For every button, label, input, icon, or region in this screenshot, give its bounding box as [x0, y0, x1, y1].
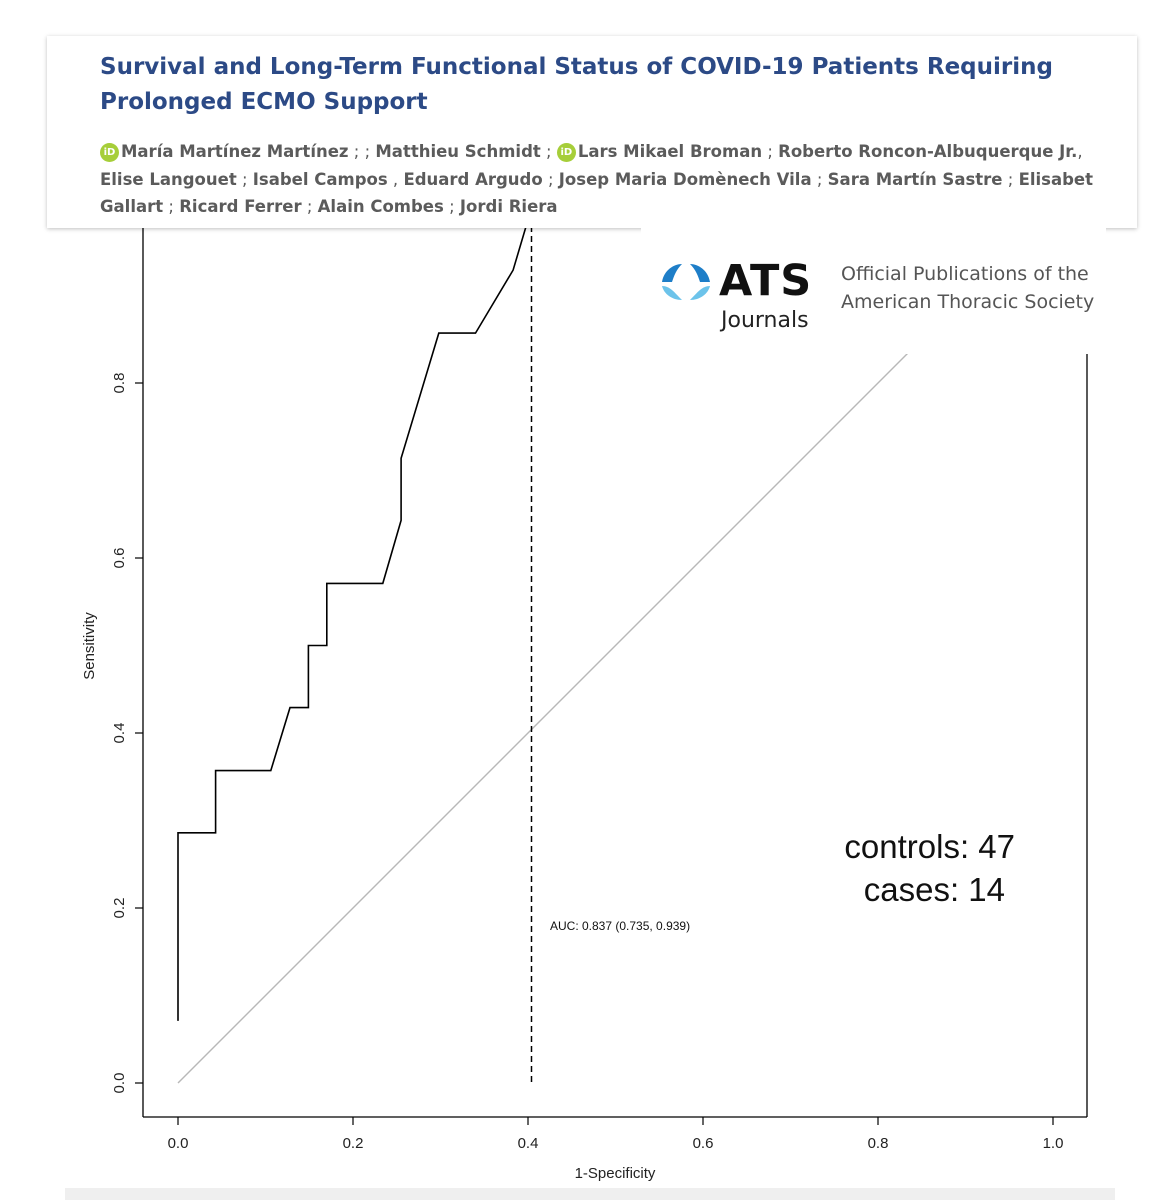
- x-tick-label: 0.0: [168, 1135, 189, 1152]
- author-name[interactable]: Elisabet Gallart: [100, 169, 1093, 217]
- author-name[interactable]: Isabel Campos: [252, 169, 388, 189]
- author-separator: ;: [542, 169, 559, 189]
- x-axis-label: 1-Specificity: [575, 1165, 656, 1182]
- y-tick-label: 0.6: [111, 548, 128, 569]
- author-name[interactable]: Alain Combes: [317, 197, 444, 216]
- article-title[interactable]: Survival and Long-Term Functional Status…: [100, 54, 1053, 115]
- ats-journals-logo: ATS Journals Official Publications of th…: [641, 226, 1106, 354]
- roc-curve: [177, 226, 528, 1021]
- x-tick-label: 1.0: [1043, 1135, 1064, 1152]
- author-separator: ;: [1002, 169, 1019, 189]
- y-tick-label: 0.4: [111, 723, 128, 744]
- author-name[interactable]: Ricard Ferrer: [179, 197, 302, 216]
- author-separator: ;: [301, 197, 318, 216]
- lungs-icon: [662, 264, 710, 300]
- cases-count-annotation: cases: 14: [864, 871, 1005, 908]
- ats-tagline: Official Publications of the American Th…: [841, 260, 1101, 316]
- author-name[interactable]: Josep Maria Domènech Vila: [558, 169, 812, 189]
- ats-journals-label: Journals: [721, 308, 809, 333]
- author-separator: ;: [540, 142, 557, 161]
- auc-annotation: AUC: 0.837 (0.735, 0.939): [550, 919, 690, 933]
- author-separator: ,: [1077, 142, 1083, 161]
- bottom-fade: [65, 1188, 1115, 1200]
- author-separator: ;: [443, 197, 460, 216]
- ats-brand: ATS: [719, 256, 813, 306]
- author-name[interactable]: Elise Langouet: [100, 169, 237, 189]
- author-name[interactable]: Lars Mikael Broman: [577, 142, 763, 161]
- y-tick-label: 0.2: [111, 898, 128, 919]
- article-header-card: Survival and Long-Term Functional Status…: [47, 36, 1137, 228]
- y-tick-label: 0.8: [111, 373, 128, 394]
- y-axis-label: Sensitivity: [81, 612, 98, 680]
- y-tick-label: 0.0: [111, 1073, 128, 1094]
- author-name[interactable]: Jordi Riera: [459, 197, 558, 216]
- author-separator: ;: [163, 197, 180, 216]
- x-tick-label: 0.4: [518, 1135, 539, 1152]
- x-tick-label: 0.8: [868, 1135, 889, 1152]
- author-separator: ,: [387, 169, 404, 189]
- orcid-icon[interactable]: iD: [556, 143, 576, 162]
- author-name[interactable]: Roberto Roncon-Albuquerque Jr.: [778, 142, 1078, 161]
- ats-tagline-line-1: Official Publications of the: [841, 263, 1089, 285]
- text-layer: 0.0 0.2 0.4 0.6 0.8 1.0 0.0 0.2 0.4 0.6 0.8 1-Speci…: [81, 373, 1063, 1182]
- author-name[interactable]: Eduard Argudo: [403, 169, 543, 189]
- author-name[interactable]: María Martínez Martínez: [121, 142, 349, 161]
- orcid-icon[interactable]: iD: [100, 143, 119, 162]
- author-list: iD María Martínez Martínez ; ; Matthieu S…: [100, 138, 1110, 221]
- author-name[interactable]: Sara Martín Sastre: [827, 169, 1003, 189]
- controls-count-annotation: controls: 47: [844, 828, 1015, 865]
- author-separator: ;: [811, 169, 828, 189]
- x-tick-label: 0.2: [343, 1135, 364, 1152]
- ats-tagline-line-2: American Thoracic Society: [841, 291, 1095, 313]
- author-separator: ;: [762, 142, 779, 161]
- author-name[interactable]: Matthieu Schmidt: [375, 142, 541, 161]
- author-separator: ;: [236, 169, 253, 189]
- author-separator: ; ;: [348, 142, 376, 161]
- x-tick-label: 0.6: [693, 1135, 714, 1152]
